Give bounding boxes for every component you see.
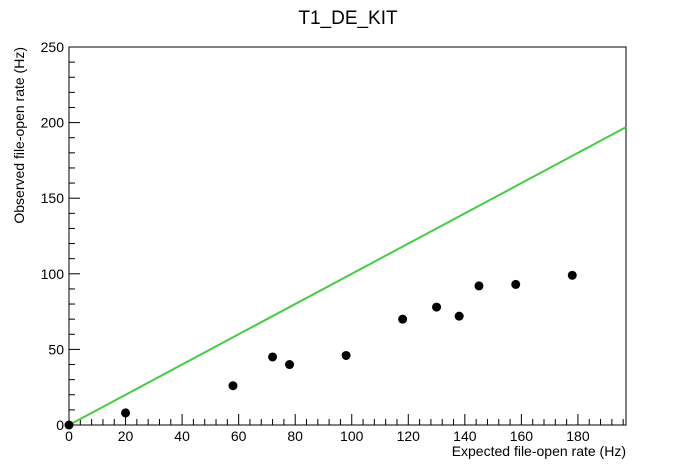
data-point: [285, 360, 295, 370]
y-tick-label: 100: [41, 266, 65, 282]
x-tick-label: 20: [118, 428, 134, 444]
y-axis-label: Observed file-open rate (Hz): [11, 47, 27, 224]
data-point: [474, 281, 484, 291]
data-point: [341, 350, 351, 360]
reference-line: [68, 126, 627, 426]
data-point: [454, 311, 464, 321]
x-tick-label: 40: [174, 428, 190, 444]
data-point: [64, 420, 74, 430]
x-tick-label: 0: [65, 428, 73, 444]
data-point: [268, 352, 278, 362]
x-tick-label: 160: [510, 428, 534, 444]
series-layer: [64, 126, 627, 430]
chart-title: T1_DE_KIT: [298, 8, 398, 29]
data-point: [228, 381, 238, 391]
x-tick-label: 60: [231, 428, 247, 444]
x-tick-label: 140: [453, 428, 477, 444]
y-tick-label: 250: [41, 39, 65, 55]
axis-ticks: [68, 46, 624, 426]
y-tick-label: 200: [41, 115, 65, 131]
data-point: [432, 302, 442, 312]
x-tick-label: 180: [566, 428, 590, 444]
x-tick-label: 80: [287, 428, 303, 444]
x-tick-label: 100: [340, 428, 364, 444]
data-point: [398, 314, 408, 324]
tick-labels: 0 20 40 60 80 100 120 140 160 180 0 50 100 150 200 250: [41, 39, 590, 444]
plot-frame: [68, 46, 627, 426]
x-tick-label: 120: [397, 428, 421, 444]
x-axis-label: Expected file-open rate (Hz): [452, 443, 626, 459]
data-point: [511, 279, 521, 289]
y-tick-label: 0: [56, 417, 64, 433]
y-tick-label: 150: [41, 190, 65, 206]
data-point: [567, 270, 577, 280]
y-tick-label: 50: [48, 341, 64, 357]
data-point: [121, 408, 131, 418]
